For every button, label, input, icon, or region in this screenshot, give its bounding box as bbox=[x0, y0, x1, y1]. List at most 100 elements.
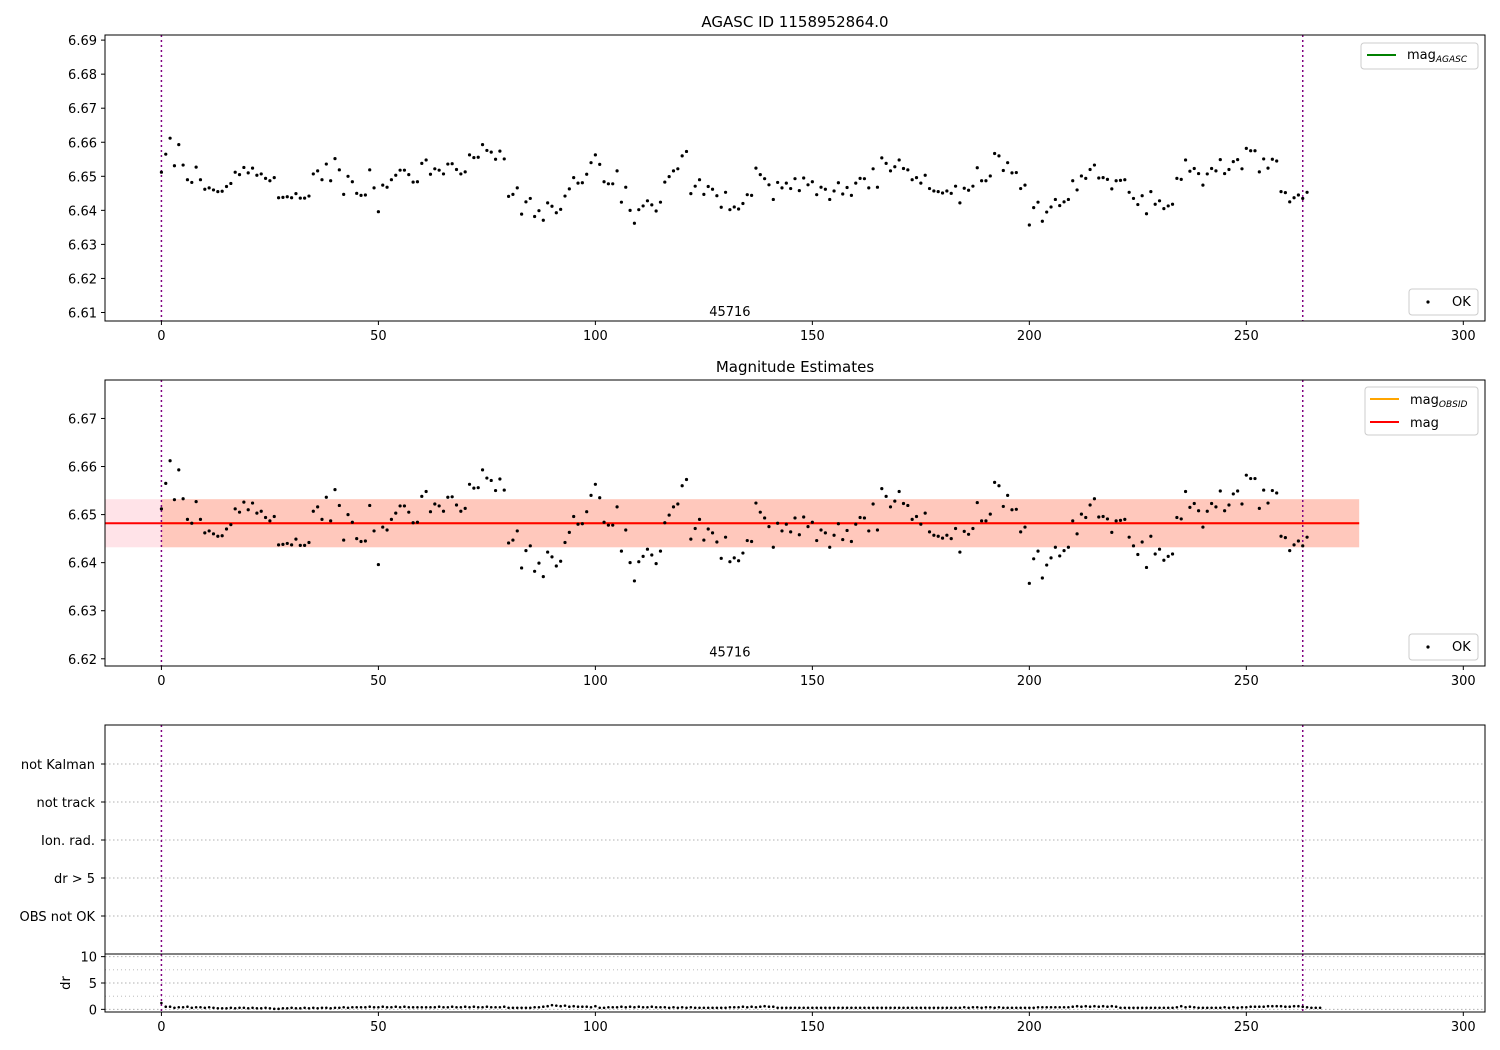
data-point bbox=[1140, 540, 1144, 544]
dr-point bbox=[550, 1003, 554, 1007]
data-point bbox=[615, 169, 619, 173]
data-point bbox=[1105, 177, 1110, 181]
dr-point bbox=[654, 1005, 658, 1009]
data-point bbox=[823, 187, 827, 191]
dr-point bbox=[398, 1005, 402, 1009]
data-point bbox=[819, 185, 823, 189]
data-point bbox=[697, 517, 702, 521]
dr-point bbox=[229, 1006, 233, 1010]
data-point bbox=[428, 510, 433, 514]
agasc-plot-frame bbox=[104, 34, 1486, 322]
agasc-panel-title: AGASC ID 1158952864.0 bbox=[701, 13, 888, 31]
data-point bbox=[867, 529, 871, 533]
dr-point bbox=[1253, 1005, 1257, 1009]
data-point bbox=[767, 183, 771, 187]
data-point bbox=[159, 170, 164, 174]
dr-point bbox=[359, 1005, 363, 1009]
data-point bbox=[1053, 545, 1057, 549]
data-point bbox=[207, 529, 211, 533]
dr-point bbox=[598, 1006, 602, 1010]
data-point bbox=[333, 156, 337, 161]
data-point bbox=[949, 191, 953, 195]
legend-ok-label: OK bbox=[1452, 640, 1471, 655]
data-point bbox=[1066, 545, 1070, 549]
dr-point bbox=[689, 1005, 693, 1009]
data-point bbox=[463, 170, 467, 174]
dr-point bbox=[225, 1007, 228, 1010]
data-point bbox=[958, 201, 962, 205]
dr-point bbox=[533, 1005, 536, 1009]
dr-point bbox=[1166, 1006, 1170, 1010]
dr-point bbox=[1101, 1004, 1105, 1008]
dr-point bbox=[546, 1004, 549, 1008]
dr-point bbox=[190, 1006, 194, 1010]
data-point bbox=[1205, 172, 1209, 176]
dr-point bbox=[1028, 1006, 1031, 1010]
data-point bbox=[1010, 171, 1014, 175]
data-point bbox=[307, 194, 311, 198]
dr-point bbox=[858, 1006, 862, 1010]
data-point bbox=[763, 177, 767, 181]
data-point bbox=[1036, 200, 1040, 204]
dr-point bbox=[459, 1005, 463, 1009]
dr-point bbox=[1245, 1005, 1248, 1009]
dr-point bbox=[411, 1005, 415, 1009]
data-point bbox=[333, 487, 337, 492]
dr-point bbox=[785, 1006, 788, 1010]
data-point bbox=[320, 178, 324, 182]
data-point bbox=[242, 165, 246, 170]
dr-point bbox=[463, 1005, 467, 1009]
data-point bbox=[780, 186, 784, 190]
dr-point bbox=[967, 1006, 970, 1010]
data-point bbox=[190, 180, 194, 185]
data-point bbox=[728, 208, 732, 212]
data-point bbox=[1266, 166, 1270, 170]
dr-point bbox=[1067, 1005, 1070, 1009]
data-point bbox=[385, 185, 389, 189]
data-point bbox=[641, 204, 645, 208]
dr-point bbox=[897, 1006, 901, 1010]
dr-point bbox=[333, 1006, 337, 1010]
data-point bbox=[359, 539, 363, 544]
dr-plot-frame bbox=[104, 953, 1486, 1013]
data-point bbox=[285, 541, 289, 546]
data-point bbox=[923, 173, 927, 177]
dr-point bbox=[620, 1005, 623, 1009]
dr-point bbox=[1127, 1006, 1131, 1010]
data-point bbox=[407, 172, 411, 177]
data-point bbox=[932, 189, 936, 193]
dr-point bbox=[437, 1005, 441, 1009]
dr-point bbox=[272, 1007, 276, 1011]
data-point bbox=[563, 540, 567, 545]
data-point bbox=[346, 512, 350, 517]
data-point bbox=[411, 180, 415, 184]
data-point bbox=[303, 196, 307, 200]
data-point bbox=[888, 505, 893, 509]
dr-point bbox=[772, 1005, 775, 1009]
data-point bbox=[1283, 536, 1287, 540]
dr-point bbox=[468, 1005, 471, 1009]
data-point bbox=[1292, 196, 1296, 200]
data-point bbox=[940, 536, 945, 540]
data-point bbox=[1192, 501, 1196, 506]
data-point bbox=[467, 153, 472, 157]
data-point bbox=[1188, 169, 1192, 173]
dr-point bbox=[511, 1006, 515, 1010]
data-point bbox=[446, 495, 450, 499]
data-point bbox=[572, 176, 576, 180]
data-point bbox=[927, 186, 932, 191]
data-point bbox=[901, 501, 906, 506]
dr-point bbox=[633, 1005, 636, 1009]
dr-point bbox=[637, 1005, 641, 1009]
dr-point bbox=[685, 1006, 688, 1010]
data-point bbox=[771, 197, 775, 202]
data-point bbox=[719, 205, 723, 209]
dr-point bbox=[407, 1005, 411, 1009]
dr-point bbox=[1006, 1006, 1009, 1010]
data-point bbox=[1097, 515, 1101, 519]
data-point bbox=[919, 522, 923, 526]
dr-point bbox=[1175, 1005, 1179, 1009]
dr-point bbox=[390, 1005, 393, 1009]
data-point bbox=[828, 545, 832, 549]
